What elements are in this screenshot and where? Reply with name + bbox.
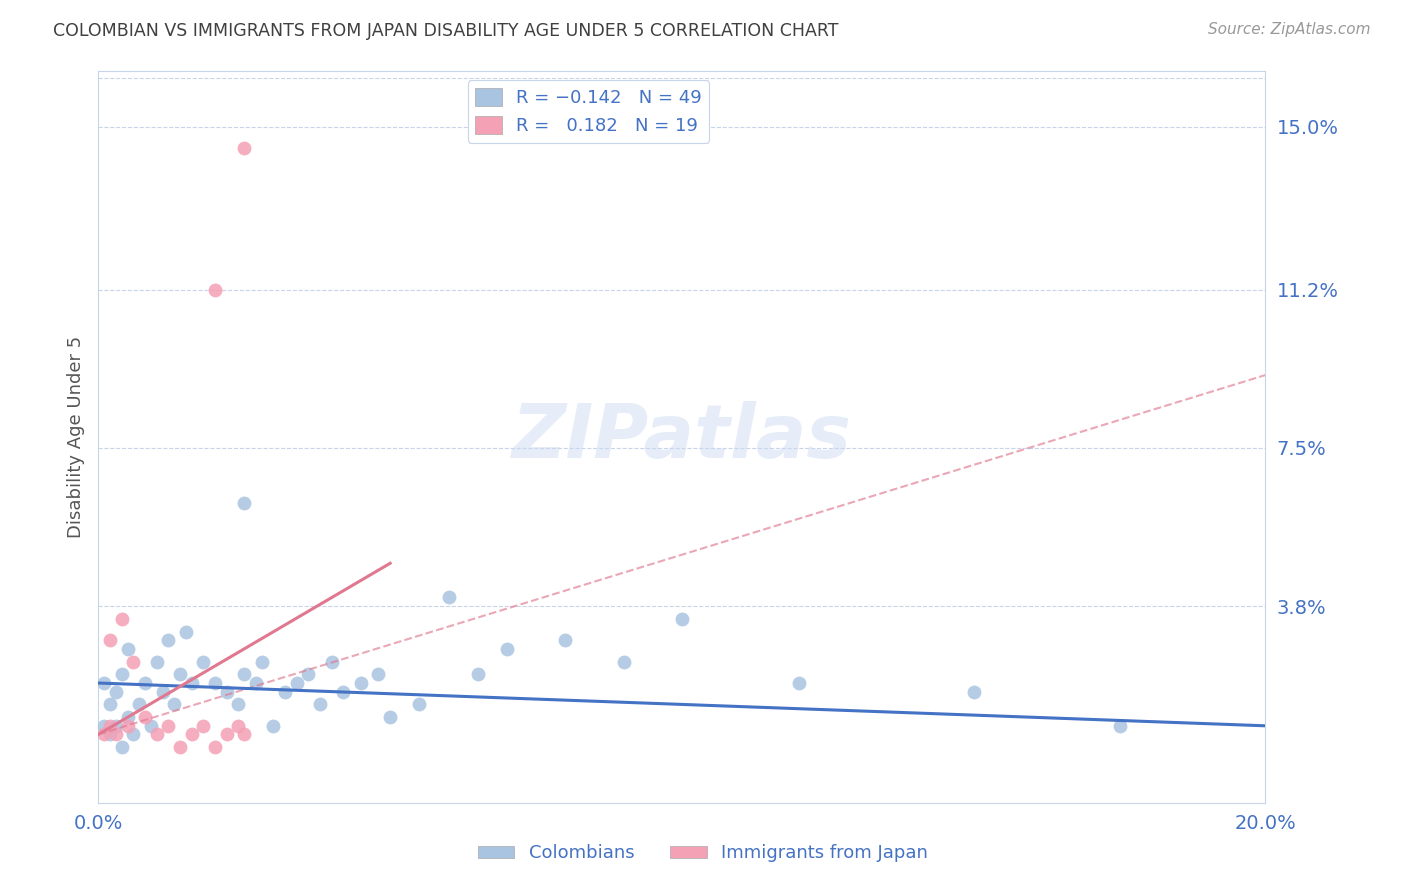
Point <box>332 684 354 698</box>
Point <box>274 684 297 698</box>
Point <box>787 676 810 690</box>
Point <box>122 727 145 741</box>
Point <box>204 740 226 755</box>
Y-axis label: Disability Age Under 5: Disability Age Under 5 <box>66 336 84 538</box>
Point <box>962 684 984 698</box>
Point <box>467 667 489 681</box>
Point <box>228 698 250 712</box>
Point <box>122 655 145 669</box>
Point <box>146 727 169 741</box>
Point <box>309 698 332 712</box>
Point <box>104 719 127 733</box>
Point <box>104 684 127 698</box>
Text: COLOMBIAN VS IMMIGRANTS FROM JAPAN DISABILITY AGE UNDER 5 CORRELATION CHART: COLOMBIAN VS IMMIGRANTS FROM JAPAN DISAB… <box>53 22 839 40</box>
Point <box>297 667 319 681</box>
Point <box>117 719 139 733</box>
Point <box>169 740 191 755</box>
Point <box>1108 719 1130 733</box>
Point <box>228 719 250 733</box>
Point <box>98 698 121 712</box>
Legend: R = −0.142   N = 49, R =   0.182   N = 19: R = −0.142 N = 49, R = 0.182 N = 19 <box>468 80 710 143</box>
Point <box>262 719 284 733</box>
Point <box>98 727 121 741</box>
Point <box>111 667 134 681</box>
Point <box>285 676 308 690</box>
Point <box>117 641 139 656</box>
Point <box>111 740 134 755</box>
Point <box>157 719 180 733</box>
Point <box>134 676 156 690</box>
Point <box>204 676 226 690</box>
Point <box>245 676 267 690</box>
Point <box>180 727 202 741</box>
Point <box>134 710 156 724</box>
Point <box>174 624 197 639</box>
Point <box>98 719 121 733</box>
Point <box>111 612 134 626</box>
Point <box>612 655 634 669</box>
Text: Source: ZipAtlas.com: Source: ZipAtlas.com <box>1208 22 1371 37</box>
Point <box>233 141 256 155</box>
Text: ZIPatlas: ZIPatlas <box>512 401 852 474</box>
Point <box>437 591 460 605</box>
Point <box>163 698 186 712</box>
Point <box>671 612 693 626</box>
Point <box>367 667 389 681</box>
Legend: Colombians, Immigrants from Japan: Colombians, Immigrants from Japan <box>471 838 935 870</box>
Point <box>350 676 373 690</box>
Point <box>180 676 202 690</box>
Point <box>233 727 256 741</box>
Point <box>233 667 256 681</box>
Point <box>117 710 139 724</box>
Point <box>204 283 226 297</box>
Point <box>139 719 162 733</box>
Point <box>496 641 519 656</box>
Point <box>93 719 115 733</box>
Point <box>250 655 273 669</box>
Point <box>215 727 238 741</box>
Point <box>157 633 180 648</box>
Point <box>193 655 215 669</box>
Point <box>408 698 430 712</box>
Point <box>128 698 150 712</box>
Point <box>321 655 343 669</box>
Point <box>93 727 115 741</box>
Point <box>169 667 191 681</box>
Point <box>104 727 127 741</box>
Point <box>233 496 256 510</box>
Point <box>152 684 174 698</box>
Point <box>380 710 402 724</box>
Point <box>193 719 215 733</box>
Point <box>215 684 238 698</box>
Point <box>146 655 169 669</box>
Point <box>93 676 115 690</box>
Point <box>554 633 576 648</box>
Point <box>98 633 121 648</box>
